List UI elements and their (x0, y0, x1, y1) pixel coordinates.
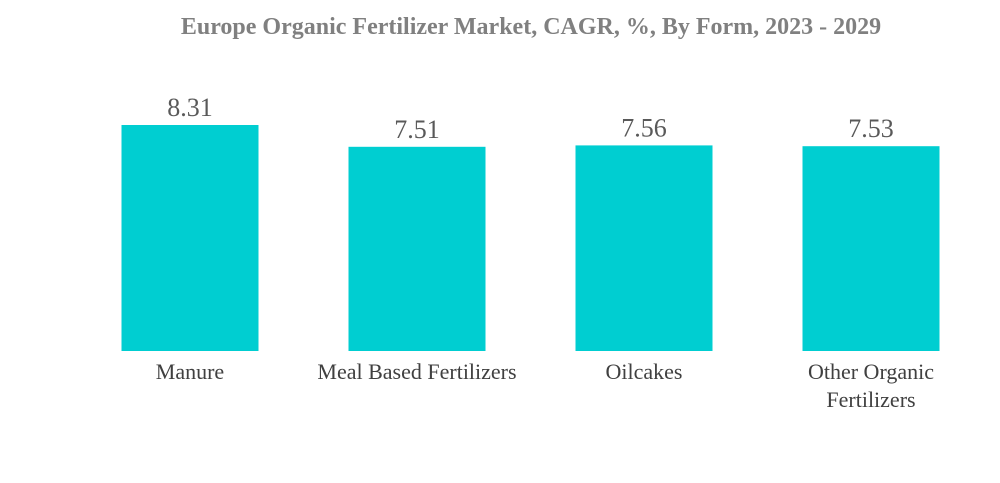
category-label-line: Manure (156, 359, 224, 384)
bar-1 (348, 146, 486, 351)
category-label-line: Other Organic (808, 359, 934, 384)
bars-layer (121, 125, 940, 351)
category-label-0: Manure (156, 359, 224, 384)
category-label-line: Oilcakes (606, 359, 683, 384)
value-label-1: 7.51 (394, 115, 440, 144)
category-label-3: Other Organic Fertilizers (808, 359, 934, 412)
value-label-3: 7.53 (848, 114, 894, 143)
bar-3 (802, 146, 940, 351)
value-labels-layer: 8.31 7.51 7.56 7.53 (167, 93, 894, 144)
bar-0 (121, 125, 259, 351)
category-label-2: Oilcakes (606, 359, 683, 384)
bar-2 (575, 145, 713, 351)
category-label-line: Fertilizers (826, 387, 915, 412)
category-labels-layer: Manure Meal Based Fertilizers Oilcakes Othe… (156, 359, 934, 412)
value-label-0: 8.31 (167, 93, 213, 122)
chart-title: Europe Organic Fertilizer Market, CAGR, … (180, 14, 882, 40)
category-label-1: Meal Based Fertilizers (317, 359, 516, 384)
category-label-line: Meal Based Fertilizers (317, 359, 516, 384)
value-label-2: 7.56 (621, 113, 667, 142)
